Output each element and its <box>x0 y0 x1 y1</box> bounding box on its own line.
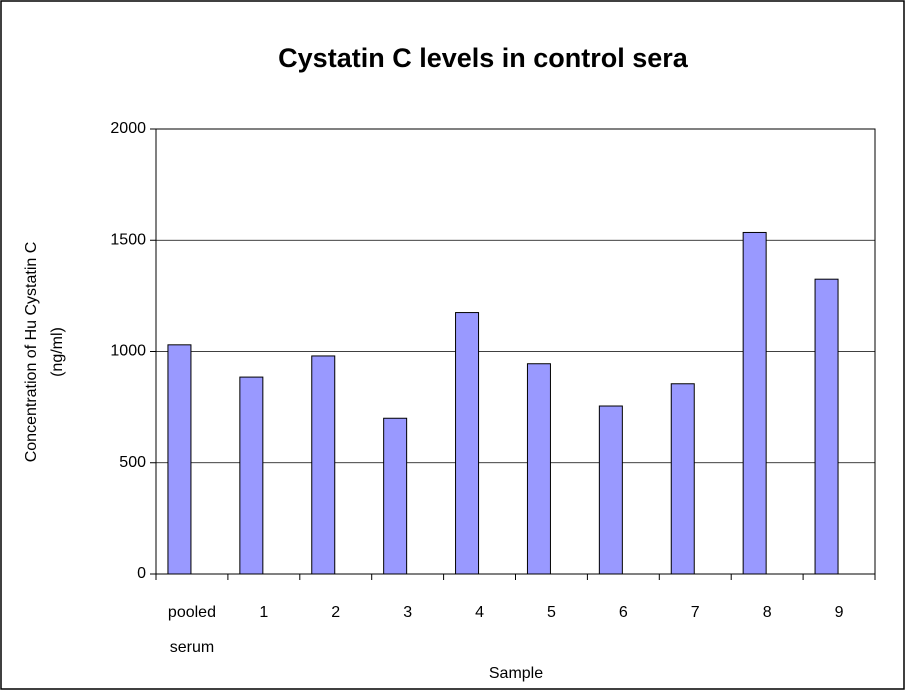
y-tick-label: 1000 <box>110 343 146 360</box>
x-axis-label: Sample <box>489 665 543 682</box>
bar <box>239 376 264 575</box>
y-tick-label: 500 <box>119 454 146 471</box>
x-tick-label: pooled serum <box>168 604 216 656</box>
y-tick-label: 1500 <box>110 231 146 248</box>
bar <box>455 312 480 575</box>
bar <box>742 231 767 575</box>
x-tick-label: 3 <box>403 604 412 621</box>
bar <box>167 344 192 575</box>
x-tick-label: 4 <box>475 604 484 621</box>
bar <box>383 417 408 575</box>
x-tick-label: 7 <box>691 604 700 621</box>
y-tick-label: 2000 <box>110 120 146 137</box>
y-tick-label: 0 <box>137 565 146 582</box>
bar <box>311 355 336 575</box>
x-tick-label: 2 <box>331 604 340 621</box>
x-tick-label: 8 <box>763 604 772 621</box>
chart-title: Cystatin C levels in control sera <box>278 43 689 73</box>
y-axis-label: Concentration of Hu Cystatin C <box>23 242 40 463</box>
x-tick-label: 9 <box>835 604 844 621</box>
bar <box>670 383 695 575</box>
bar <box>814 278 839 575</box>
x-tick-label: 1 <box>259 604 268 621</box>
bar <box>526 363 551 575</box>
x-tick-label: 5 <box>547 604 556 621</box>
x-tick-label: 6 <box>619 604 628 621</box>
bar <box>598 405 623 575</box>
y-axis-label: (ng/ml) <box>49 327 66 377</box>
